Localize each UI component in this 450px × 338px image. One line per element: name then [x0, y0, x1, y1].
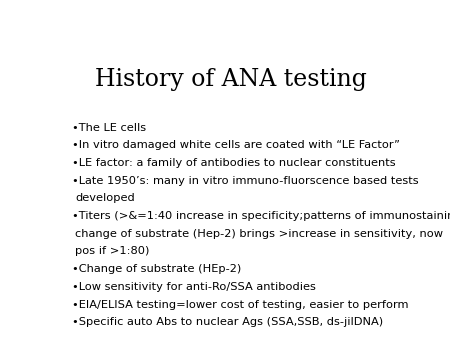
Text: •LE factor: a family of antibodies to nuclear constituents: •LE factor: a family of antibodies to nu…: [72, 158, 396, 168]
Text: •Titers (>&=1:40 increase in specificity;patterns of immunostaining:: •Titers (>&=1:40 increase in specificity…: [72, 211, 450, 221]
Text: •Low sensitivity for anti-Ro/SSA antibodies: •Low sensitivity for anti-Ro/SSA antibod…: [72, 282, 316, 292]
Text: •EIA/ELISA testing=lower cost of testing, easier to perform: •EIA/ELISA testing=lower cost of testing…: [72, 299, 409, 310]
Text: pos if >1:80): pos if >1:80): [76, 246, 150, 257]
Text: •Change of substrate (HEp-2): •Change of substrate (HEp-2): [72, 264, 241, 274]
Text: developed: developed: [76, 193, 135, 203]
Text: change of substrate (Hep-2) brings >increase in sensitivity, now: change of substrate (Hep-2) brings >incr…: [76, 229, 443, 239]
Text: History of ANA testing: History of ANA testing: [94, 68, 367, 91]
Text: •Specific auto Abs to nuclear Ags (SSA,SSB, ds-jilDNA): •Specific auto Abs to nuclear Ags (SSA,S…: [72, 317, 383, 327]
Text: •The LE cells: •The LE cells: [72, 123, 146, 132]
Text: •In vitro damaged white cells are coated with “LE Factor”: •In vitro damaged white cells are coated…: [72, 140, 400, 150]
Text: •Late 1950’s: many in vitro immuno-fluorscence based tests: •Late 1950’s: many in vitro immuno-fluor…: [72, 176, 418, 186]
